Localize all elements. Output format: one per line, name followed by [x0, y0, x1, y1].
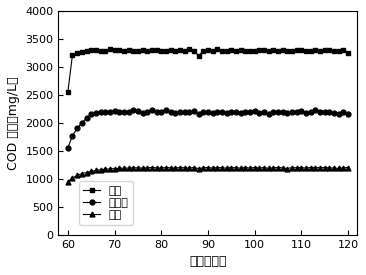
进水 — [136, 49, 140, 52]
未添加 — [238, 111, 243, 114]
未添加 — [346, 113, 350, 116]
添加 — [168, 166, 173, 169]
进水 — [66, 90, 70, 94]
进水 — [126, 48, 131, 52]
Line: 添加: 添加 — [66, 165, 351, 184]
未添加 — [168, 110, 173, 113]
进水 — [238, 48, 243, 52]
进水 — [168, 48, 173, 52]
添加 — [238, 166, 243, 170]
进水 — [346, 51, 350, 54]
添加 — [313, 166, 318, 169]
添加 — [220, 166, 224, 169]
Legend: 进水, 未添加, 添加: 进水, 未添加, 添加 — [79, 181, 133, 225]
X-axis label: 时间（天）: 时间（天） — [189, 255, 227, 268]
添加 — [122, 166, 126, 170]
未添加 — [136, 109, 140, 113]
添加 — [131, 166, 135, 169]
Line: 未添加: 未添加 — [66, 108, 351, 150]
Y-axis label: COD 浓度（mg/L）: COD 浓度（mg/L） — [7, 76, 20, 170]
未添加 — [131, 109, 135, 112]
进水 — [108, 47, 112, 51]
Line: 进水: 进水 — [66, 46, 351, 95]
进水 — [313, 48, 318, 52]
未添加 — [220, 111, 224, 114]
未添加 — [313, 109, 318, 112]
添加 — [66, 180, 70, 183]
未添加 — [122, 111, 126, 114]
未添加 — [66, 146, 70, 150]
添加 — [346, 166, 350, 169]
进水 — [220, 49, 224, 52]
添加 — [150, 166, 154, 169]
